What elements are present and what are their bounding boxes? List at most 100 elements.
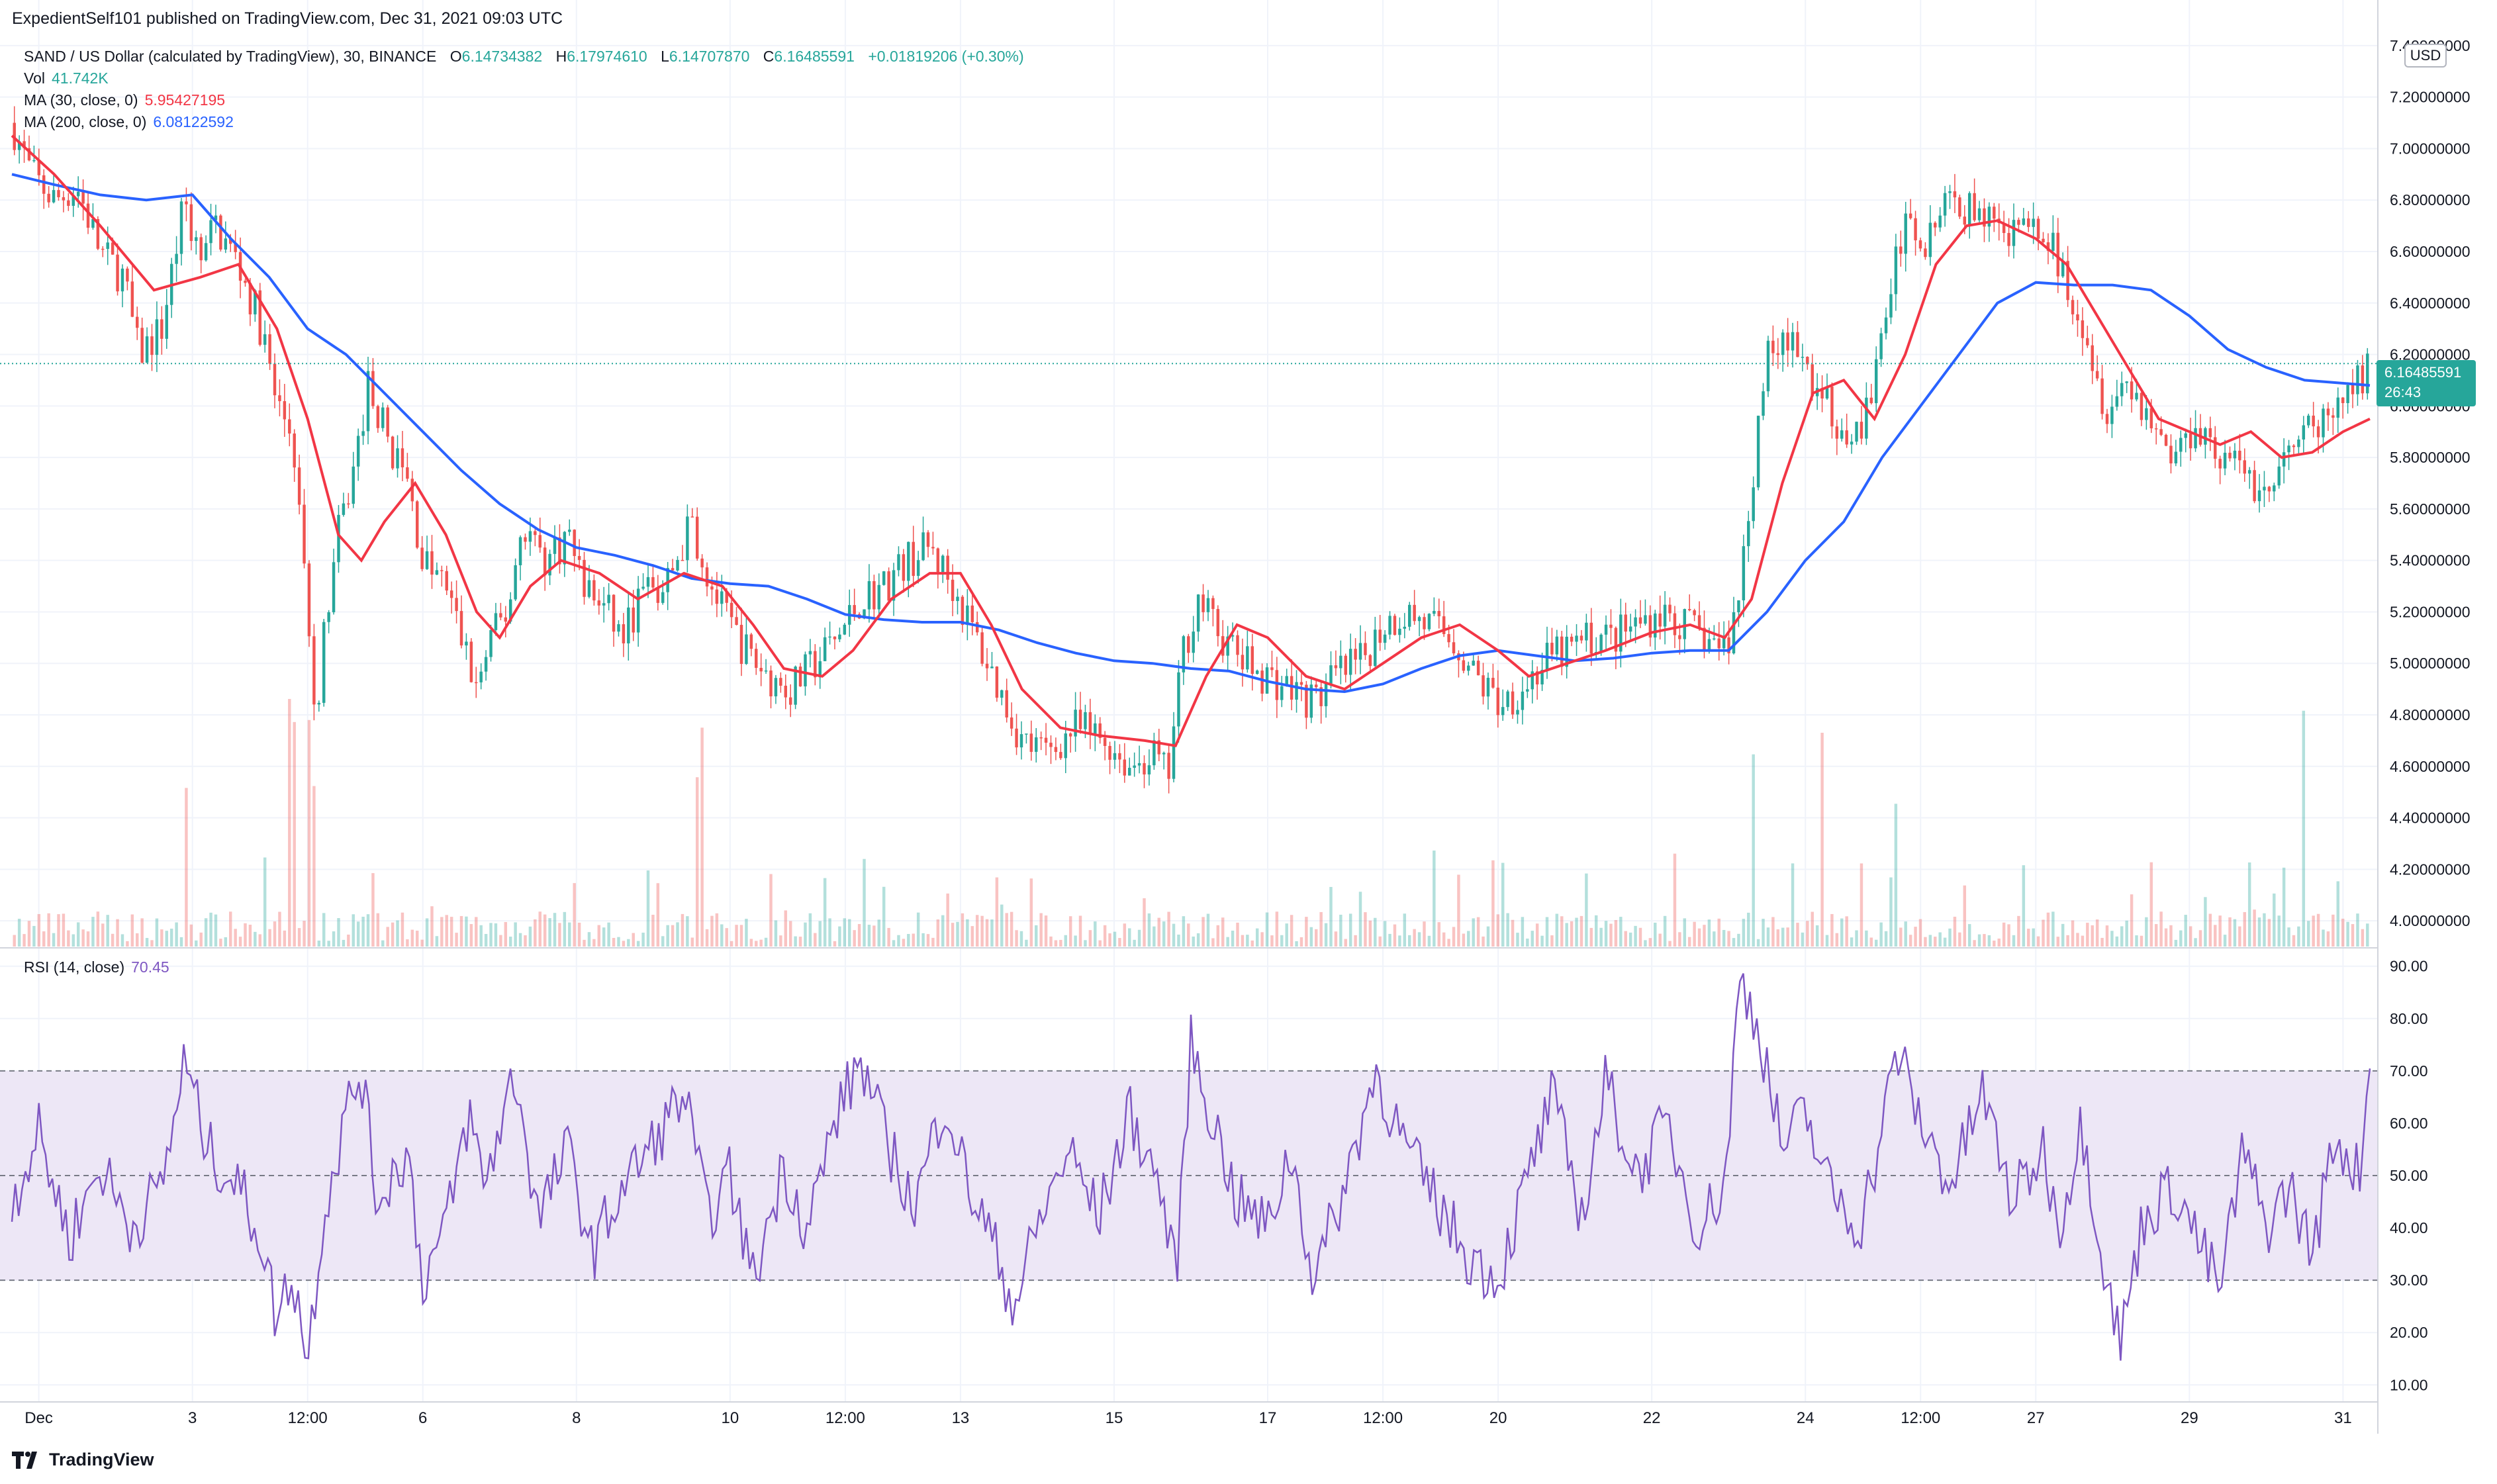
volume-bar: [499, 935, 502, 947]
candle-body: [1904, 213, 1907, 254]
volume-bar: [57, 914, 60, 947]
ma30-line: [11, 134, 2371, 747]
volume-bar: [1501, 862, 1505, 947]
ma30-legend[interactable]: MA (30, close, 0) 5.95427195: [24, 91, 225, 109]
rsi-tick-label: 90.00: [2390, 958, 2428, 975]
candle-body: [1894, 246, 1898, 295]
candle-body: [1088, 712, 1092, 734]
candle-body: [1393, 616, 1397, 635]
candle-body: [2110, 406, 2114, 424]
volume-bar: [902, 939, 906, 947]
candle-body: [376, 406, 380, 428]
volume-bar: [2091, 925, 2094, 947]
candle-body: [1835, 426, 1839, 439]
volume-bar: [1614, 919, 1618, 947]
ma200-legend-value: 6.08122592: [153, 113, 234, 130]
volume-bar: [2287, 927, 2290, 947]
volume-bar: [1329, 886, 1333, 947]
candle-body: [175, 254, 178, 264]
volume-bar: [1781, 927, 1785, 947]
currency-button[interactable]: USD: [2404, 44, 2447, 68]
rsi-legend[interactable]: RSI (14, close) 70.45: [24, 958, 169, 976]
candle-body: [1928, 222, 1932, 257]
volume-bar: [420, 939, 424, 947]
volume-bar: [848, 919, 851, 947]
price-axis[interactable]: 7.400000007.200000007.000000006.80000000…: [2390, 37, 2471, 929]
volume-bar: [1756, 939, 1760, 947]
ma200-legend[interactable]: MA (200, close, 0) 6.08122592: [24, 113, 234, 131]
candle-body: [229, 238, 232, 244]
candle-body: [1246, 646, 1249, 670]
volume-bar: [116, 919, 119, 947]
candle-body: [165, 304, 168, 339]
candle-body: [828, 636, 831, 638]
candle-body: [1742, 546, 1746, 600]
candle-body: [2081, 320, 2085, 338]
candle-body: [1368, 655, 1372, 667]
volume-bar: [1309, 927, 1313, 947]
candle-body: [2228, 452, 2232, 459]
candle-body: [784, 685, 788, 698]
candle-body: [725, 591, 728, 603]
symbol-legend[interactable]: SAND / US Dollar (calculated by TradingV…: [24, 48, 1024, 66]
volume-bar: [602, 927, 606, 947]
candle-body: [1299, 682, 1303, 685]
candle-body: [1628, 626, 1632, 632]
volume-bar: [1118, 938, 1121, 947]
volume-bar: [985, 919, 989, 947]
candle-body: [739, 625, 743, 665]
time-axis[interactable]: Dec 3 12:00 6 8 10 12:00 13 15 17 12:00 20 22 24 12:00…: [24, 1409, 2351, 1427]
tradingview-logo[interactable]: TradingView: [12, 1450, 154, 1470]
candle-body: [759, 668, 763, 672]
volume-bar: [224, 937, 228, 947]
candle-body: [1624, 614, 1627, 632]
volume-bar: [1511, 919, 1515, 947]
volume-legend[interactable]: Vol 41.742K: [24, 70, 109, 87]
volume-bar: [1157, 917, 1160, 947]
candle-body: [1987, 207, 1991, 227]
volume-bar: [1295, 941, 1298, 947]
volume-bar: [916, 912, 920, 947]
volume-bar: [1383, 921, 1387, 947]
candle-body: [101, 248, 105, 250]
candle-body: [2046, 242, 2050, 251]
candle-body: [258, 290, 261, 345]
volume-bar: [1766, 927, 1770, 947]
time-tick-label: 20: [1489, 1409, 1507, 1427]
volume-bar: [1088, 930, 1092, 947]
price-tick-label: 5.80000000: [2390, 449, 2471, 466]
candle-body: [42, 175, 46, 194]
candle-body: [814, 651, 817, 678]
candle-body: [1005, 690, 1008, 718]
candle-body: [597, 600, 601, 606]
volume-bar: [980, 915, 984, 947]
volume-bar: [1167, 911, 1170, 947]
candle-body: [1668, 604, 1672, 614]
candle-body: [867, 580, 871, 610]
volume-bar: [283, 930, 287, 947]
rsi-legend-value: 70.45: [131, 958, 169, 976]
volume-bar: [140, 918, 144, 947]
candle-body: [91, 218, 95, 228]
volume-bar: [2223, 935, 2227, 947]
candle-body: [2159, 429, 2163, 435]
volume-bar: [1476, 917, 1480, 947]
candle-body: [1153, 740, 1156, 766]
candle-body: [1226, 636, 1229, 656]
volume-bar: [1305, 917, 1308, 947]
candle-body: [617, 624, 620, 632]
candle-body: [1717, 638, 1720, 649]
volume-bar: [1147, 913, 1151, 947]
price-tick-label: 6.80000000: [2390, 191, 2471, 209]
candle-body: [548, 553, 551, 576]
volume-bar: [1874, 939, 1878, 947]
volume-bar: [342, 939, 346, 947]
volume-bar: [2292, 935, 2296, 947]
rsi-axis[interactable]: 90.00 80.00 70.00 60.00 50.00 40.00 30.00 20.00…: [2390, 958, 2428, 1394]
candle-body: [1825, 386, 1829, 399]
candle-body: [1078, 710, 1082, 729]
volume-bar: [352, 914, 355, 947]
volume-bar: [430, 906, 434, 947]
volume-bar: [2257, 917, 2261, 947]
